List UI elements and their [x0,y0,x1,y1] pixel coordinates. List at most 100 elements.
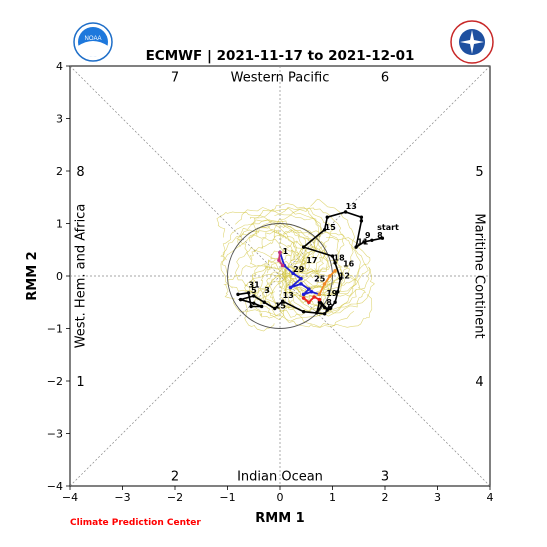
ensemble-track [273,207,334,264]
forecast-blue-line [279,252,320,296]
ensemble-track [249,208,322,276]
forecast-magenta-point [278,250,282,255]
y-tick-label: −4 [47,480,63,493]
ensemble-track [220,219,300,272]
ensemble-track [235,202,322,263]
observed-point [333,300,337,304]
forecast-orange-point [317,292,322,297]
forecast-blue-point [301,292,306,297]
ensemble-track [289,263,344,291]
x-tick-label: 2 [382,491,389,504]
observed-point [301,245,306,249]
ensemble-track [289,237,327,275]
observed-track [236,210,385,316]
day-label: 11 [357,238,369,247]
phase-number: 7 [171,71,179,86]
ensemble-tracks [216,198,375,332]
ensemble-track [272,265,354,328]
forecast-orange-point [328,274,332,278]
day-label: 16 [343,260,355,269]
ensemble-track [288,269,335,307]
phase-number: 2 [171,470,179,485]
y-axis-ticks: −4 −3 −2 −1 0 1 2 3 4 [47,60,70,493]
x-tick-label: 3 [434,491,441,504]
ensemble-track [250,207,320,261]
day-label: 5 [251,286,257,295]
forecast-red-point [301,296,306,300]
observed-point [262,300,266,304]
nws-logo-icon [450,20,494,64]
ensemble-track [270,240,310,269]
ensemble-track [244,261,288,332]
observed-point [252,294,256,298]
region-label-left: West. Hem. and Africa [74,204,89,349]
day-label: 8 [377,231,383,240]
ensemble-track [252,259,290,310]
day-label: 12 [339,272,350,281]
y-tick-label: −1 [47,323,63,336]
footer-credit: Climate Prediction Center [70,518,201,528]
y-tick-label: −3 [47,428,63,441]
forecast-magenta-point [280,263,285,268]
forecast-blue-point [307,287,311,291]
day-label: 3 [264,286,270,295]
phase-numbers: 7 68 51 42 3 [76,71,483,485]
x-tick-label: 4 [487,491,494,504]
forecast-orange-line [318,270,336,295]
observed-point [238,297,243,302]
forecast-orange-point [322,282,327,286]
observed-point [343,210,348,214]
ensemble-track [216,211,304,261]
noaa-logo-text: NOAA [84,36,101,42]
forecast-blue-point [288,285,293,290]
ensemble-track [279,247,361,298]
day-label: 1 [283,247,289,256]
y-tick-label: 0 [56,270,63,283]
observed-point [259,304,264,309]
day-label: 25 [314,274,326,283]
day-label: 9 [365,231,371,240]
ensemble-track [236,229,307,272]
observed-point [252,301,256,305]
day-label: 15 [325,223,337,232]
forecast-mean-tracks [277,250,337,305]
x-axis-label: RMM 1 [255,511,304,526]
day-label: 15 [275,302,287,311]
x-axis-ticks: −4 −3 −2 −1 0 1 2 3 4 [62,486,494,504]
day-label: 19 [326,289,338,298]
observed-point [330,254,335,258]
day-label: 31 [249,281,261,290]
region-label-top: Western Pacific [231,71,330,86]
x-tick-label: 0 [277,491,284,504]
day-label: 29 [293,265,305,274]
ensemble-track [259,264,293,308]
phase-number: 6 [381,71,389,86]
phase-number: 5 [475,165,483,180]
observed-point [338,276,343,281]
observed-point [328,306,332,311]
observed-point [317,300,322,304]
observed-point [273,306,277,311]
forecast-blue-point [299,276,303,281]
ensemble-track [297,236,371,289]
x-tick-label: 1 [329,491,336,504]
region-label-right: Maritime Continent [472,213,487,338]
region-label-bottom: Indian Ocean [237,470,323,485]
forecast-red-point [312,295,316,299]
observed-point [246,291,251,295]
y-tick-label: 3 [56,113,63,126]
x-tick-label: −4 [62,491,78,504]
ensemble-track [274,206,345,273]
observed-point [354,245,358,249]
forecast-red-line [303,295,320,304]
observed-point [280,299,285,303]
forecast-red-point [307,300,311,305]
phase-number: 1 [76,375,84,390]
ensemble-track [264,273,357,322]
forecast-blue-point [299,282,303,286]
x-tick-label: −2 [167,491,183,504]
noaa-logo-icon: NOAA [73,22,113,62]
